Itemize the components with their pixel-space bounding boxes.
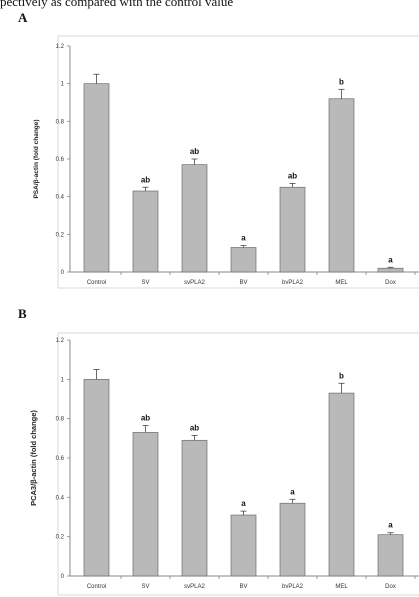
bar-bv [230, 514, 257, 577]
y-tick-label: 1 [61, 82, 65, 88]
significance-label: ab [190, 423, 199, 432]
x-tick-label: Dox [385, 584, 396, 590]
y-tick-label: 0.8 [56, 417, 65, 423]
significance-label: a [241, 234, 246, 243]
y-tick-label: 0.4 [56, 195, 65, 201]
y-axis-label: PCA3/β-actin (fold change) [29, 410, 38, 506]
x-tick-label: svPLA2 [184, 280, 205, 286]
significance-label: a [241, 499, 246, 508]
y-tick-label: 0.2 [56, 232, 65, 238]
significance-label: a [388, 521, 393, 530]
panel-letter-b: B [18, 306, 27, 321]
y-tick-label: 1 [61, 377, 65, 383]
x-tick-label: Control [87, 280, 106, 286]
x-tick-label: MEL [335, 280, 348, 286]
panel-letter-a: A [18, 10, 28, 25]
bar-control [83, 378, 110, 577]
x-tick-label: BV [239, 280, 247, 286]
bar-svpla2 [181, 439, 208, 577]
y-axis-label: PSA/β-actin (fold change) [33, 119, 40, 198]
y-tick-label: 0.6 [56, 456, 65, 462]
y-tick-label: 0.8 [56, 119, 65, 125]
figure-caption-fragment: pectively as compared with the control v… [0, 0, 234, 9]
bar-control [83, 83, 110, 273]
chart-panel-a: 0 0.2 0.4 0.6 0.8 1 1.2 PSA/β-actin (fold chang… [33, 35, 419, 289]
y-tick-label: 0.4 [56, 495, 65, 501]
significance-label: b [339, 77, 344, 86]
y-tick-label: 0.2 [56, 535, 65, 541]
significance-label: ab [288, 171, 297, 180]
x-tick-label: bvPLA2 [282, 280, 304, 286]
chart-frame [57, 332, 419, 596]
bar-bvpla2 [279, 186, 306, 273]
x-tick-label: MEL [335, 584, 348, 590]
bar-bvpla2 [279, 502, 306, 577]
significance-label: b [339, 371, 344, 380]
bar-mel [328, 392, 355, 577]
significance-label: ab [141, 175, 150, 184]
bar-bv [230, 247, 257, 273]
x-tick-label: Dox [385, 280, 396, 286]
x-tick-label: SV [141, 584, 149, 590]
significance-label: a [290, 487, 295, 496]
bar-svpla2 [181, 164, 208, 273]
x-tick-label: Control [87, 584, 106, 590]
bar-sv [132, 432, 159, 577]
x-tick-label: svPLA2 [184, 584, 205, 590]
chart-panel-b: 0 0.2 0.4 0.6 0.8 1 1.2 PCA3/β-actin (fold chan… [29, 332, 419, 596]
chart-frame [57, 35, 419, 289]
significance-label: ab [190, 147, 199, 156]
y-tick-label: 1.2 [56, 44, 65, 50]
y-tick-label: 0.6 [56, 157, 65, 163]
y-tick-label: 0 [61, 574, 65, 580]
bar-dox [377, 267, 404, 273]
bar-sv [132, 190, 159, 273]
x-tick-label: SV [141, 280, 149, 286]
x-tick-label: BV [239, 584, 247, 590]
bar-mel [328, 98, 355, 273]
significance-label: ab [141, 414, 150, 423]
y-tick-label: 1.2 [56, 338, 65, 344]
x-tick-label: bvPLA2 [282, 584, 304, 590]
significance-label: a [388, 255, 393, 264]
y-tick-label: 0 [61, 270, 65, 276]
bar-dox [377, 534, 404, 577]
